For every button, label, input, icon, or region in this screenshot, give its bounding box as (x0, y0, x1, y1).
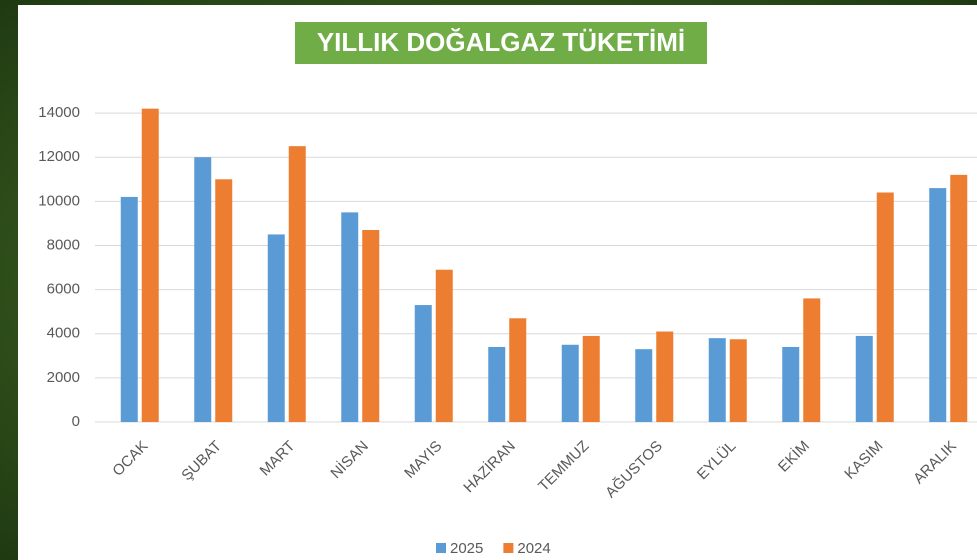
bar (288, 146, 306, 422)
y-tick-label: 8000 (47, 236, 80, 253)
y-tick-label: 10000 (38, 192, 80, 209)
bar (141, 108, 159, 423)
bar (876, 192, 894, 422)
bar (708, 338, 726, 422)
title-box (295, 22, 707, 64)
y-tick-label: 2000 (47, 369, 80, 386)
y-tick-label: 0 (72, 413, 80, 430)
bar (362, 230, 380, 422)
bar (782, 346, 800, 422)
bar (561, 344, 579, 422)
legend-swatch (503, 543, 514, 553)
y-tick-label: 4000 (47, 325, 80, 342)
bar (803, 298, 821, 422)
y-tick-label: 6000 (47, 281, 80, 298)
bar (120, 196, 138, 422)
bar (509, 318, 527, 422)
bar (729, 339, 747, 422)
bar (194, 157, 212, 422)
legend-label: 2024 (517, 540, 550, 557)
chart-title: YILLIK DOĞALGAZ TÜKETİMİ (317, 27, 685, 57)
bar (582, 335, 600, 422)
y-tick-label: 12000 (38, 148, 80, 165)
bar (855, 335, 873, 422)
legend-label: 2025 (450, 540, 483, 557)
y-tick-label: 14000 (38, 104, 80, 121)
bar (929, 188, 947, 422)
bar (435, 269, 453, 422)
bar (341, 212, 359, 422)
bar (656, 331, 674, 422)
bar (635, 349, 653, 422)
bar (414, 305, 432, 422)
bar (267, 234, 285, 422)
chart-area (18, 5, 977, 560)
legend-swatch (436, 543, 446, 553)
bar (950, 174, 968, 422)
bar (488, 346, 506, 422)
bar (215, 179, 233, 422)
